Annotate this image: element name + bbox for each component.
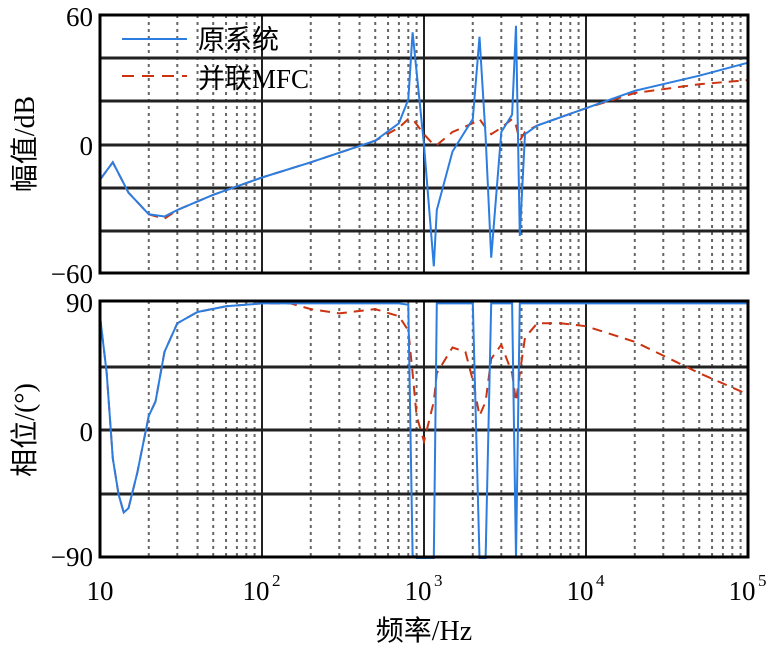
magnitude-y-axis-label: 幅值/dB: [9, 96, 41, 192]
magnitude-series: [99, 25, 749, 267]
legend: 原系统 并联MFC: [122, 25, 309, 94]
phase-ytick-0: 0: [80, 417, 94, 447]
xtick-1e4: 10 4: [567, 571, 606, 606]
mag-ytick-0: 0: [80, 131, 94, 161]
svg-text:10: 10: [729, 576, 756, 606]
phase-plot-frame: [98, 299, 750, 559]
legend-label-mfc: 并联MFC: [198, 64, 309, 94]
legend-label-original: 原系统: [198, 25, 279, 55]
x-axis-label: 频率/Hz: [376, 615, 472, 647]
mag-ytick-neg60: −60: [51, 259, 93, 289]
xtick-10: 10: [87, 576, 114, 606]
series-mfc-line: [99, 79, 749, 220]
svg-text:10: 10: [405, 576, 432, 606]
svg-text:3: 3: [434, 571, 443, 590]
svg-text:10: 10: [243, 576, 270, 606]
xtick-1e5: 10 5: [729, 571, 767, 606]
series-original-line: [99, 25, 749, 267]
svg-text:4: 4: [596, 571, 605, 590]
phase-grid: [100, 301, 748, 557]
mag-ytick-60: 60: [66, 2, 93, 32]
svg-text:5: 5: [758, 571, 767, 590]
phase-ytick-neg90: −90: [51, 542, 93, 572]
magnitude-plot-frame: [98, 13, 750, 275]
phase-ytick-90: 90: [66, 288, 93, 318]
svg-text:2: 2: [272, 571, 281, 590]
xtick-1e2: 10 2: [243, 571, 281, 606]
xtick-1e3: 10 3: [405, 571, 443, 606]
svg-text:10: 10: [567, 576, 594, 606]
phase-y-axis-label: 相位/(°): [9, 383, 41, 477]
